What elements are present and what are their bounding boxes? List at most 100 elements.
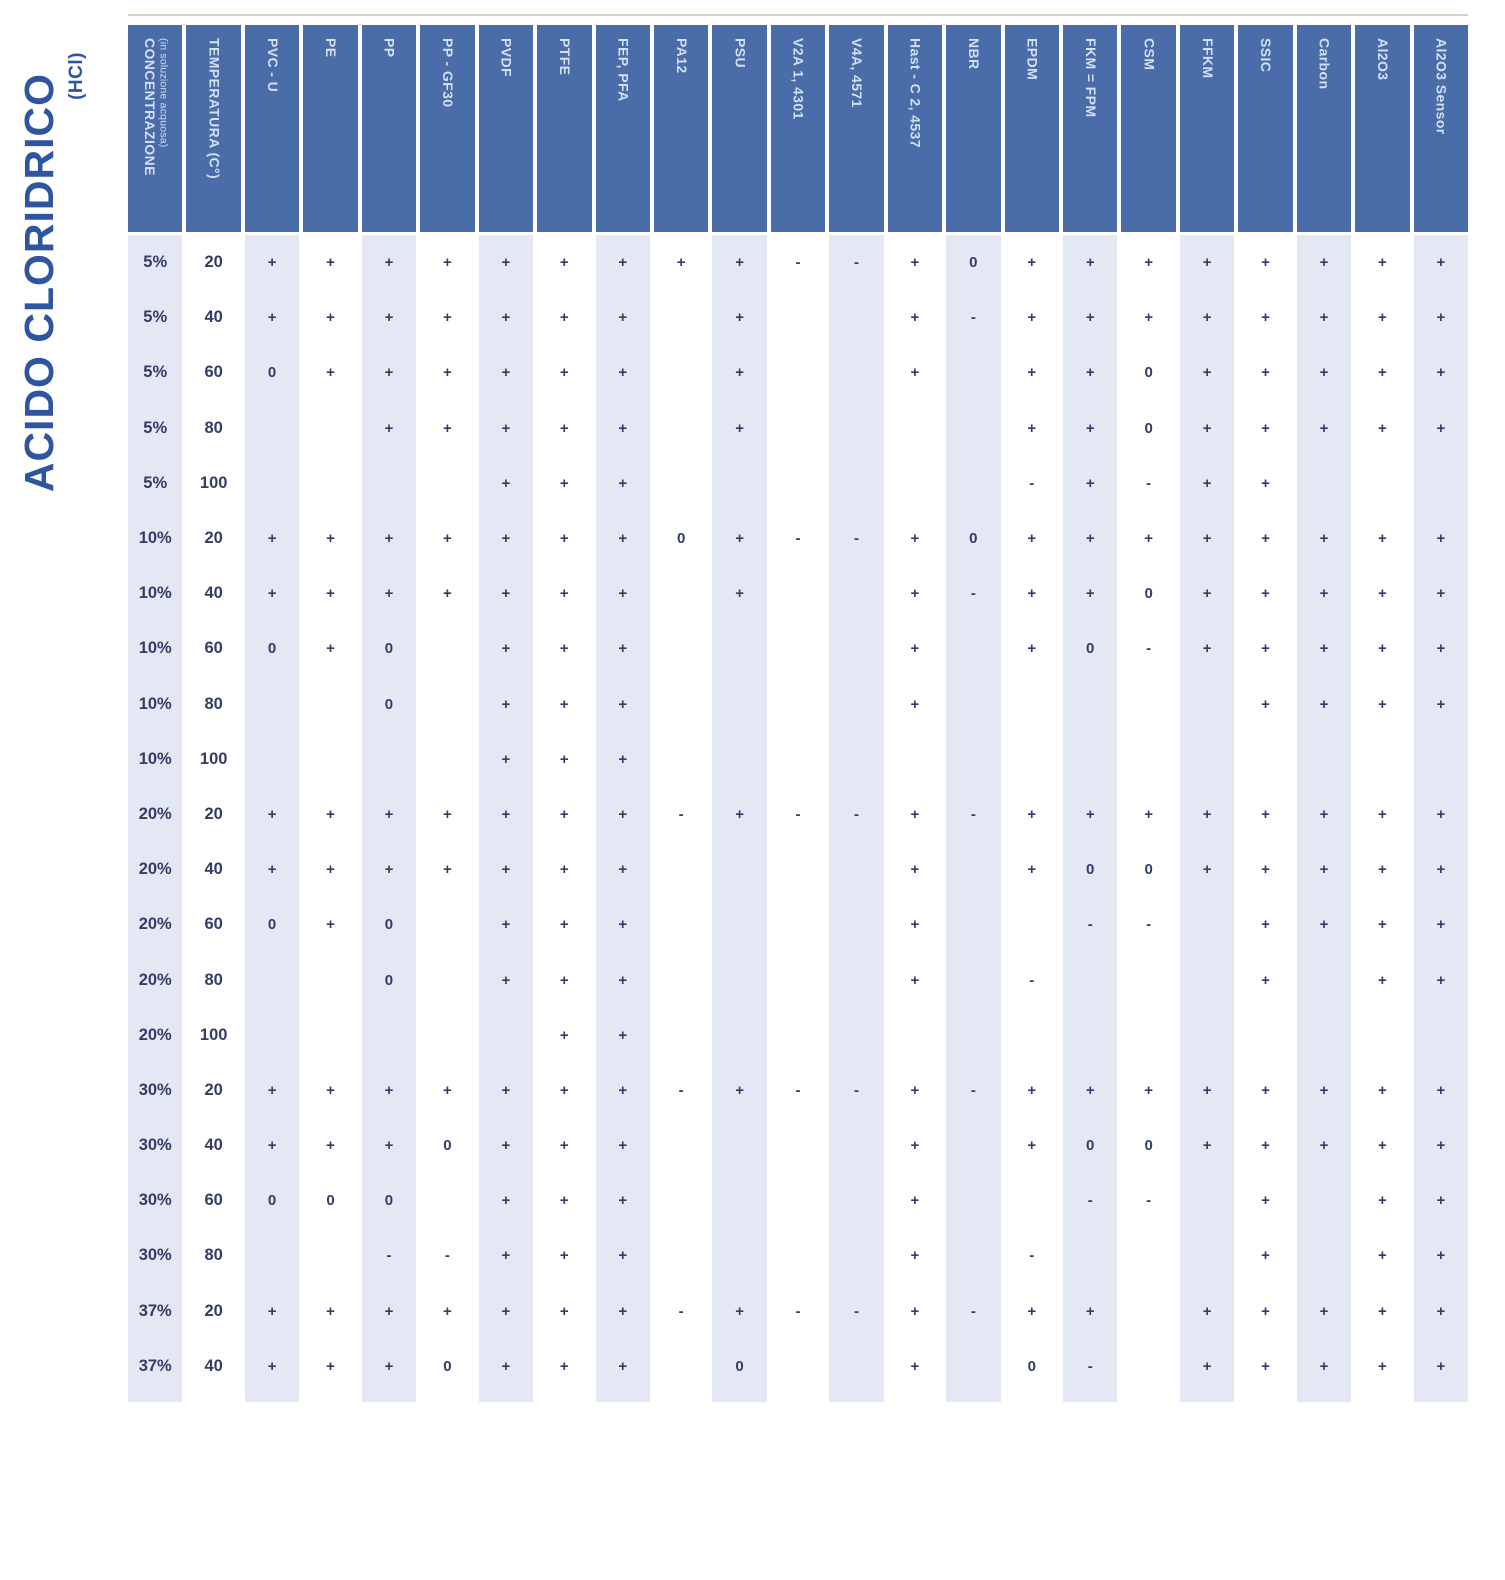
compatibility-cell [362,1008,416,1063]
compatibility-cell: + [1319,1137,1329,1155]
compatibility-cell [771,1339,825,1394]
compatibility-cell: + [618,695,628,713]
compatibility-cell [1121,732,1175,787]
compatibility-cell: + [559,254,569,272]
compatibility-cell [1063,677,1117,732]
concentration-label: 20% [138,860,172,879]
compatibility-cell [1063,732,1117,787]
compatibility-cell: + [1027,1302,1037,1320]
column-body-epdm: + + + + - + + + + + - + + - +0 [1005,235,1059,1402]
compatibility-cell [654,290,708,345]
column-header-label: Carbon [1316,38,1333,89]
column-header-main-label: EPDM [1024,38,1041,81]
compatibility-cell: 0 [267,1192,277,1210]
compatibility-cell: + [910,1247,920,1265]
concentration-label: 10% [138,694,172,713]
column-header-label: EPDM [1024,38,1041,81]
compatibility-cell [420,1008,474,1063]
column-header-nbr: NBR [946,25,1001,232]
compatibility-cell [362,456,416,511]
compatibility-cell: + [501,695,511,713]
compatibility-cell [1121,1339,1175,1394]
compatibility-cell [712,621,766,676]
compatibility-cell [1180,1008,1234,1063]
compatibility-cell [1121,1284,1175,1339]
compatibility-cell: - [970,585,976,603]
compatibility-cell: + [267,585,277,603]
compatibility-cell: + [501,1081,511,1099]
compatibility-cell: + [910,971,920,989]
column-body-ffkm: + + + + + + + + + + + + + + [1179,235,1235,1402]
compatibility-cell: + [1261,364,1270,382]
compatibility-cell: + [1378,805,1387,823]
compatibility-cell [1005,732,1059,787]
compatibility-cell [712,456,766,511]
temperature-label: 80 [204,970,223,989]
compatibility-cell: 0 [1086,861,1095,879]
compatibility-cell: - [678,805,684,823]
column-header-main-label: SSIC [1258,38,1275,73]
column-al2o3-sensor: Al2O3 Sensor + + + + + + + + + + + + + + + + + + [1413,25,1469,1402]
compatibility-cell: + [384,419,394,437]
column-body-v4a-4571: - - - - - [829,235,884,1402]
page-subtitle: (HCl) [66,52,88,100]
compatibility-cell: 0 [735,1357,744,1375]
compatibility-cell [946,345,1000,400]
compatibility-cell [1063,1008,1117,1063]
compatibility-cell [654,401,708,456]
compatibility-cell: + [1261,1357,1270,1375]
compatibility-cell: + [1027,1137,1037,1155]
compatibility-cell [654,1008,708,1063]
compatibility-cell: + [1202,861,1212,879]
column-header-main-label: FEP, PFA [615,38,632,102]
compatibility-cell: + [1027,254,1037,272]
compatibility-cell: + [1261,916,1270,934]
column-header-main-label: CSM [1141,38,1158,71]
column-header-pp: PP [361,25,417,232]
column-ffkm: FFKM + + + + + + + + + + + + + + [1179,25,1235,1402]
compatibility-cell: + [1378,254,1387,272]
compatibility-cell: - [1087,1357,1093,1375]
compatibility-cell: + [501,1192,511,1210]
concentration-label: 10% [138,639,172,658]
compatibility-cell: 0 [443,1137,452,1155]
compatibility-cell: + [267,1137,277,1155]
compatibility-cell: - [1029,1247,1035,1265]
column-header-main-label: FFKM [1199,38,1216,79]
compatibility-cell [888,401,942,456]
compatibility-cell [303,1008,357,1063]
concentration-label: 5% [143,308,168,327]
compatibility-cell [654,566,708,621]
compatibility-cell: + [326,640,335,658]
compatibility-cell [829,842,883,897]
compatibility-cell: + [618,1357,628,1375]
compatibility-cell: + [1378,695,1387,713]
compatibility-cell: + [1027,861,1037,879]
column-header-main-label: V2A 1, 4301 [790,38,807,120]
compatibility-cell: + [1436,1302,1446,1320]
compatibility-cell [771,345,825,400]
column-header-main-label: CONCENTRAZIONE [142,38,159,176]
column-body-temperatura: 20 40 60 80 100 20 40 60 80 100 20 40 60 80 100 20 40 60 8… [186,235,240,1402]
compatibility-cell [946,677,1000,732]
compatibility-cell: 0 [267,916,277,934]
compatibility-cell [654,1339,708,1394]
compatibility-cell: + [559,309,569,327]
compatibility-cell: + [618,1247,628,1265]
column-body-pp: + + + + + +0 0 + +0 0 + +0 - + + [361,235,417,1402]
compatibility-cell [712,677,766,732]
compatibility-cell: + [1261,419,1270,437]
column-body-al2o3-sensor: + + + + + + + + + + + + + + + + + + [1413,235,1469,1402]
compatibility-cell: + [1085,585,1095,603]
compatibility-cell: + [735,419,744,437]
concentration-label: 5% [143,363,168,382]
compatibility-cell: 0 [1144,585,1153,603]
compatibility-cell [829,1118,883,1173]
compatibility-cell: + [1202,1357,1212,1375]
compatibility-cell: + [1085,309,1095,327]
compatibility-cell: + [618,474,628,492]
table-columns: CONCENTRAZIONE (in soluzione acquosa) 5% 5%… [128,25,1469,1402]
compatibility-cell: + [1202,640,1212,658]
compatibility-cell: + [618,861,628,879]
compatibility-cell: + [910,254,920,272]
